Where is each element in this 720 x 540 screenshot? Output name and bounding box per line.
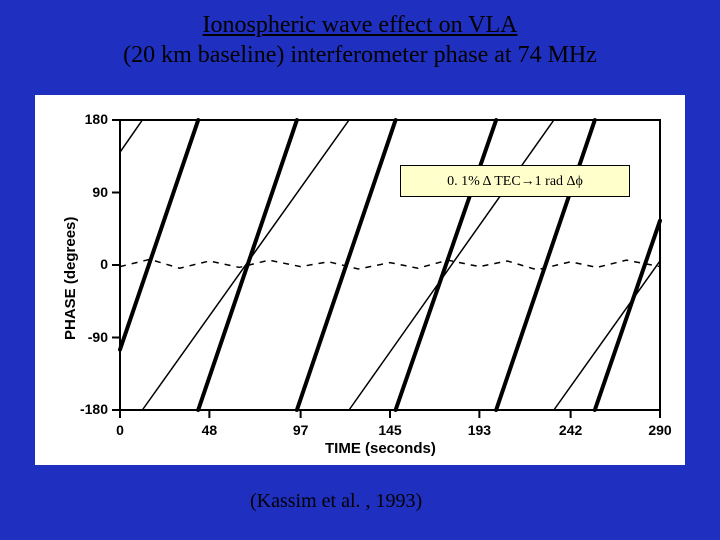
y-tick-label: -180 bbox=[68, 401, 108, 417]
y-tick-label: -90 bbox=[68, 329, 108, 345]
x-tick-label: 290 bbox=[640, 422, 680, 438]
slide-root: Ionospheric wave effect on VLA (20 km ba… bbox=[0, 0, 720, 540]
x-tick-label: 193 bbox=[459, 422, 499, 438]
phase-vs-time-chart bbox=[0, 0, 720, 540]
y-tick-label: 180 bbox=[68, 111, 108, 127]
x-axis-title: TIME (seconds) bbox=[325, 440, 436, 457]
x-tick-label: 97 bbox=[281, 422, 321, 438]
y-tick-label: 0 bbox=[68, 256, 108, 272]
x-tick-label: 48 bbox=[189, 422, 229, 438]
y-tick-label: 90 bbox=[68, 184, 108, 200]
y-axis-title: PHASE (degrees) bbox=[62, 217, 79, 340]
annotation-box: 0. 1% Δ TEC→1 rad Δϕ bbox=[400, 165, 630, 197]
x-tick-label: 242 bbox=[551, 422, 591, 438]
x-tick-label: 0 bbox=[100, 422, 140, 438]
annotation-text: 0. 1% Δ TEC→1 rad Δϕ bbox=[447, 174, 583, 189]
x-tick-label: 145 bbox=[370, 422, 410, 438]
citation-text: (Kassim et al. , 1993) bbox=[250, 490, 422, 513]
